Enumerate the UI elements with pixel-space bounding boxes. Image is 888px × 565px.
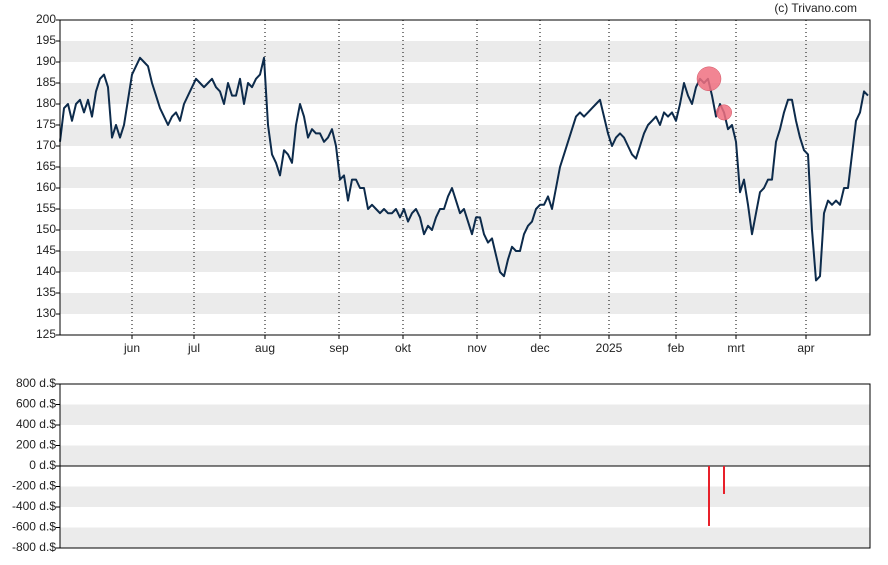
x-tick-label: apr (797, 341, 814, 355)
y-tick-label: 180 (36, 96, 56, 110)
y-tick-label: 165 (36, 159, 56, 173)
x-tick-label: jul (187, 341, 200, 355)
grid-band (60, 445, 870, 466)
y-tick-label: 170 (36, 138, 56, 152)
grid-band (60, 293, 870, 314)
x-tick-label: jun (123, 341, 140, 355)
grid-band (60, 209, 870, 230)
y-tick-label: 200 (36, 12, 56, 26)
y-tick-label: 175 (36, 117, 56, 131)
y-tick-label: 150 (36, 222, 56, 236)
y-tick-label: 140 (36, 264, 56, 278)
y-tick-label: 135 (36, 285, 56, 299)
y-tick-label: 400 d.$ (16, 417, 56, 431)
x-tick-label: nov (467, 341, 486, 355)
y-tick-label: -600 d.$ (12, 520, 56, 534)
y-tick-label: 195 (36, 33, 56, 47)
y-tick-label: 155 (36, 201, 56, 215)
y-tick-label: -200 d.$ (12, 479, 56, 493)
grid-band (60, 167, 870, 188)
credit: (c) Trivano.com (774, 1, 857, 15)
x-tick-label: 2025 (596, 341, 623, 355)
grid-band (60, 125, 870, 146)
y-tick-label: 130 (36, 306, 56, 320)
grid-band (60, 83, 870, 104)
x-tick-label: okt (395, 341, 412, 355)
grid-band (60, 251, 870, 272)
y-tick-label: -400 d.$ (12, 499, 56, 513)
y-tick-label: 160 (36, 180, 56, 194)
y-tick-label: 600 d.$ (16, 397, 56, 411)
plot-frame (59, 383, 871, 549)
y-tick-label: 0 d.$ (29, 458, 56, 472)
x-tick-label: mrt (727, 341, 745, 355)
x-tick-label: dec (530, 341, 549, 355)
price-line (59, 56, 869, 282)
event-marker (696, 66, 722, 92)
y-tick-label: 125 (36, 327, 56, 341)
plot-frame (59, 19, 871, 336)
x-tick-label: sep (329, 341, 349, 355)
grid-band (60, 41, 870, 62)
grid-band (60, 404, 870, 425)
y-tick-label: -800 d.$ (12, 540, 56, 554)
x-tick-label: feb (668, 341, 685, 355)
y-tick-label: 185 (36, 75, 56, 89)
y-tick-label: 200 d.$ (16, 438, 56, 452)
event-marker (716, 104, 732, 121)
x-tick-label: aug (255, 341, 275, 355)
y-tick-label: 145 (36, 243, 56, 257)
y-tick-label: 190 (36, 54, 56, 68)
grid-band (60, 486, 870, 507)
y-tick-label: 800 d.$ (16, 376, 56, 390)
grid-band (60, 527, 870, 548)
